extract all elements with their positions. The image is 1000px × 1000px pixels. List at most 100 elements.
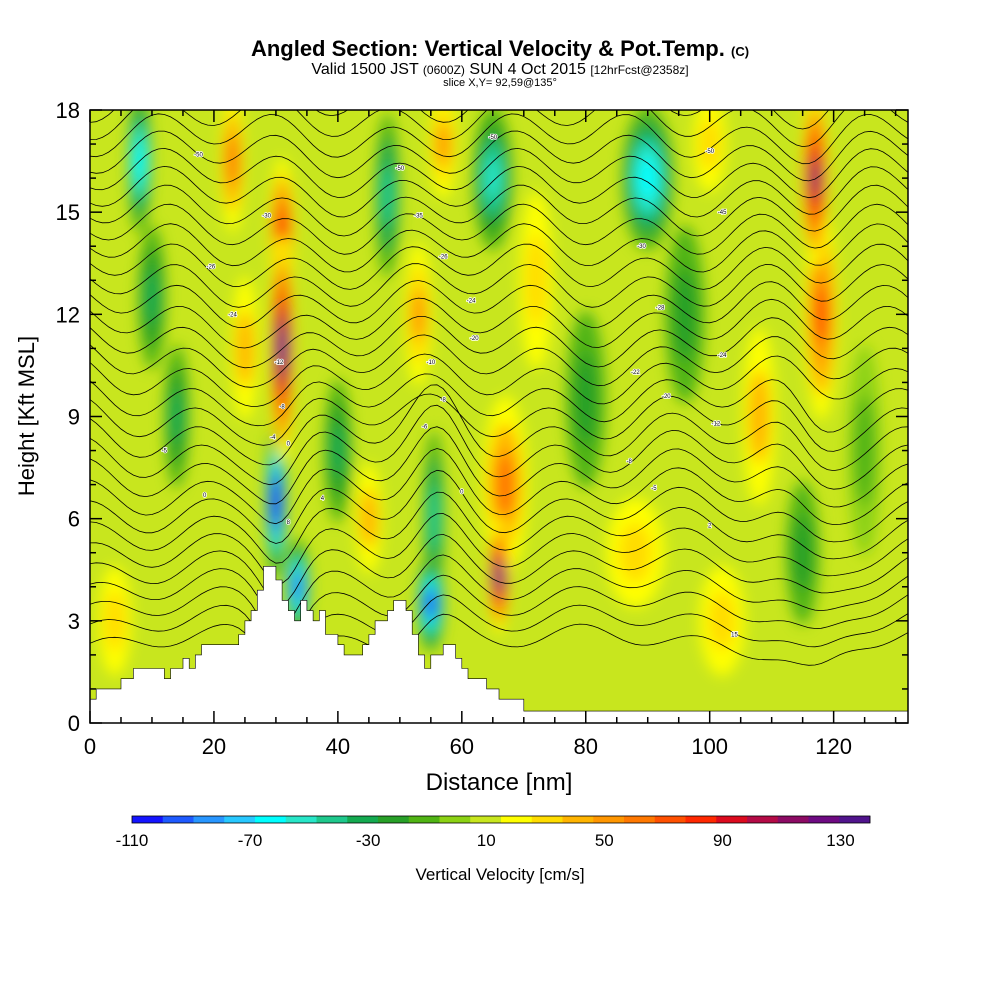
valid-time: Valid 1500 JST: [311, 61, 419, 78]
isotherm-labels: -50-50-50-50-30 -35-45-26-26-30-24-24-28-…: [161, 134, 739, 639]
velocity-cell: [277, 328, 288, 368]
colorbar-tick-label: 50: [595, 831, 614, 850]
isotherm-line: [90, 554, 908, 626]
colorbar-swatch: [255, 816, 287, 823]
isotherm-line: [90, 373, 908, 433]
isotherm-label: -10: [426, 360, 435, 366]
x-tick-label: 40: [326, 734, 350, 759]
velocity-cell: [809, 159, 821, 197]
isotherm-line: [90, 243, 908, 290]
y-tick-label: 15: [56, 200, 80, 225]
colorbar-label: Vertical Velocity [cm/s]: [415, 865, 584, 884]
isotherm-line: [90, 448, 908, 526]
velocity-cell: [708, 591, 736, 651]
x-tick-label: 20: [202, 734, 226, 759]
chart-title-suffix: (C): [731, 44, 750, 59]
velocity-cell: [380, 165, 395, 226]
isotherm-line: [90, 316, 908, 369]
isotherm-label: -12: [275, 360, 284, 366]
isotherm-label: -50: [194, 152, 203, 158]
isotherm-line: [90, 574, 908, 647]
y-axis-label: Height [Kft MSL]: [14, 336, 39, 496]
isotherm-line: [90, 393, 908, 452]
y-tick-label: 6: [68, 507, 80, 532]
x-tick-label: 120: [815, 734, 852, 759]
isotherm-label: -20: [470, 336, 479, 342]
velocity-cell: [493, 563, 505, 590]
velocity-cell: [618, 523, 652, 583]
colorbar-tick-label: -70: [238, 831, 263, 850]
isotherm-line: [90, 165, 908, 218]
isotherm-label: -45: [718, 210, 727, 216]
chart-subtitle: Valid 1500 JST (0600Z) SUN 4 Oct 2015 [1…: [0, 61, 1000, 79]
isotherm-line: [90, 384, 908, 472]
velocity-cell: [270, 485, 281, 519]
colorbar-swatch: [839, 816, 871, 823]
isotherm-label: -26: [207, 265, 216, 271]
isotherm-label: -30: [637, 244, 646, 250]
isotherm-label: -22: [631, 370, 640, 376]
velocity-cell: [425, 592, 437, 616]
velocity-cell: [484, 157, 501, 200]
valid-utc: (0600Z): [422, 63, 465, 77]
isotherm-label: 0: [203, 493, 207, 499]
velocity-cell: [792, 514, 813, 591]
colorbar-swatch: [193, 816, 225, 823]
isotherm-label: -12: [712, 421, 721, 427]
isotherm-line: [90, 184, 908, 237]
isotherm-label: -50: [396, 166, 405, 172]
velocity-cell: [436, 123, 451, 166]
isotherm-label: -24: [228, 312, 237, 318]
terrain: [89, 566, 909, 724]
velocity-cell: [411, 287, 426, 342]
y-tick-label: 3: [68, 609, 80, 634]
x-tick-label: 0: [84, 734, 96, 759]
chart-title-main: Angled Section: Vertical Velocity & Pot.…: [250, 36, 725, 61]
isotherm-line: [90, 353, 908, 407]
isotherm-label: -24: [718, 353, 727, 359]
x-tick-label: 80: [574, 734, 598, 759]
velocity-cell: [104, 591, 125, 651]
velocity-cell: [226, 134, 240, 188]
colorbar-swatch: [531, 816, 563, 823]
slice-info: slice X,Y= 92,59@135°: [443, 77, 557, 89]
isotherm-label: 0: [287, 442, 291, 448]
velocity-field: [90, 110, 908, 723]
isotherm-label: -8: [626, 459, 632, 465]
colorbar-swatch: [716, 816, 748, 823]
colorbar-tick-label: -110: [116, 831, 149, 850]
velocity-cell: [814, 284, 829, 344]
isotherm-line: [90, 203, 908, 255]
isotherm-label: -4: [270, 435, 276, 441]
isotherm-label: 2: [708, 523, 712, 529]
isotherm-label: -28: [656, 306, 665, 312]
colorbar-swatch: [685, 816, 717, 823]
velocity-cell: [494, 452, 516, 517]
isotherm-line: [90, 533, 908, 605]
isotherm-label: -24: [467, 299, 476, 305]
isotherm-lines: [90, 110, 908, 690]
colorbar-tick-label: 10: [477, 831, 496, 850]
colorbar-swatch: [132, 816, 164, 823]
colorbar-frame: [131, 815, 871, 824]
x-axis: 0 20 40 60 80 100 120: [84, 110, 897, 759]
colorbar-swatch: [777, 816, 809, 823]
colorbar-swatch: [316, 816, 348, 823]
y-axis: 0 3 6 9 12 15 18: [56, 98, 908, 736]
colorbar-swatch: [747, 816, 779, 823]
velocity-cell: [330, 423, 345, 478]
velocity-cell: [574, 352, 598, 446]
colorbar: -110 -70 -30 10 50 90 130: [116, 815, 871, 850]
chart-title: Angled Section: Vertical Velocity & Pot.…: [0, 36, 1000, 62]
colorbar-swatch: [162, 816, 194, 823]
isotherm-line: [90, 113, 908, 165]
colorbar-swatch: [285, 816, 317, 823]
isotherm-line: [90, 513, 908, 584]
colorbar-swatch: [808, 816, 840, 823]
isotherm-line: [90, 263, 908, 308]
isotherm-label: 0: [460, 489, 464, 495]
y-tick-label: 18: [56, 98, 80, 123]
y-tick-label: 12: [56, 302, 80, 327]
isotherm-label: -5: [651, 486, 657, 492]
isotherm-line: [90, 404, 908, 490]
